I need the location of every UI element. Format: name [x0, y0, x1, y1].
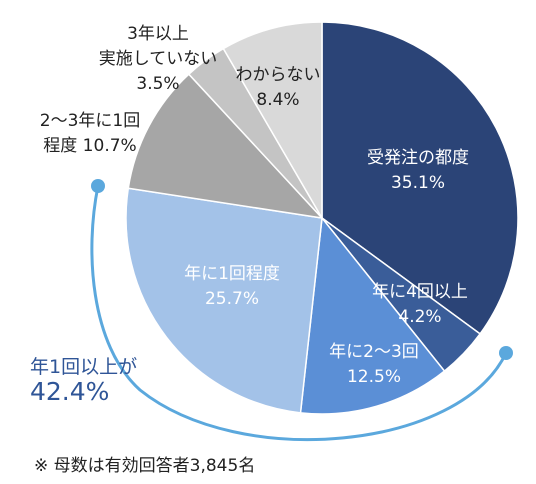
callout-arc [90, 179, 513, 442]
slice-label-line: 12.5% [347, 367, 401, 387]
slice-label-line: 年に2～3回 [329, 342, 419, 362]
label-3-years-plus: 3年以上実施していない 3.5% [99, 24, 218, 94]
callout-arc-end-dot [499, 346, 513, 360]
slice-label-line: 25.7% [205, 289, 259, 309]
slice-label-line: 年に4回以上 [372, 282, 468, 302]
label-2-3: 年に2～3回 12.5% [329, 342, 419, 387]
slice-label-line: 2～3年に1回 [40, 111, 140, 131]
slice-label-line: 程度 10.7% [43, 136, 136, 156]
slice-label-line: 3年以上 [127, 24, 189, 44]
slice-once-yearly [125, 187, 323, 414]
slice-label-line: 3.5% [136, 74, 179, 94]
slice-2-3-years [127, 73, 325, 220]
slice-label-line: 35.1% [391, 173, 445, 193]
slice-label-line: わからない [236, 65, 321, 85]
slice-label-line: 受発注の都度 [367, 148, 469, 168]
callout-arc-line [90, 185, 508, 442]
slice-unknown [222, 21, 323, 221]
slice-label-line: 年に1回程度 [184, 264, 280, 284]
slice-label-line: 実施していない [99, 49, 218, 69]
label-4-plus: 年に4回以上 4.2% [372, 282, 468, 327]
callout-arc-start-dot [91, 179, 105, 193]
callout-value: 42.4% [30, 377, 110, 406]
label-2-3-years: 2～3年に1回程度 10.7% [40, 111, 140, 156]
label-once-yearly: 年に1回程度 25.7% [184, 264, 280, 309]
slice-label-line: 4.2% [398, 307, 441, 327]
footnote: ※ 母数は有効回答者3,845名 [34, 456, 256, 476]
label-unknown: わからない 8.4% [236, 65, 321, 110]
callout-label: 年1回以上が [30, 356, 138, 378]
slice-per-order [321, 21, 519, 335]
slice-2-3 [299, 216, 446, 415]
pie-slices [125, 21, 519, 415]
label-per-order: 受発注の都度 35.1% [367, 148, 469, 193]
slice-labels: 受発注の都度 35.1% 年に4回以上 4.2% 年に2～3回 12.5% 年に1回程度 25… [40, 24, 469, 387]
slice-label-line: 8.4% [256, 90, 299, 110]
